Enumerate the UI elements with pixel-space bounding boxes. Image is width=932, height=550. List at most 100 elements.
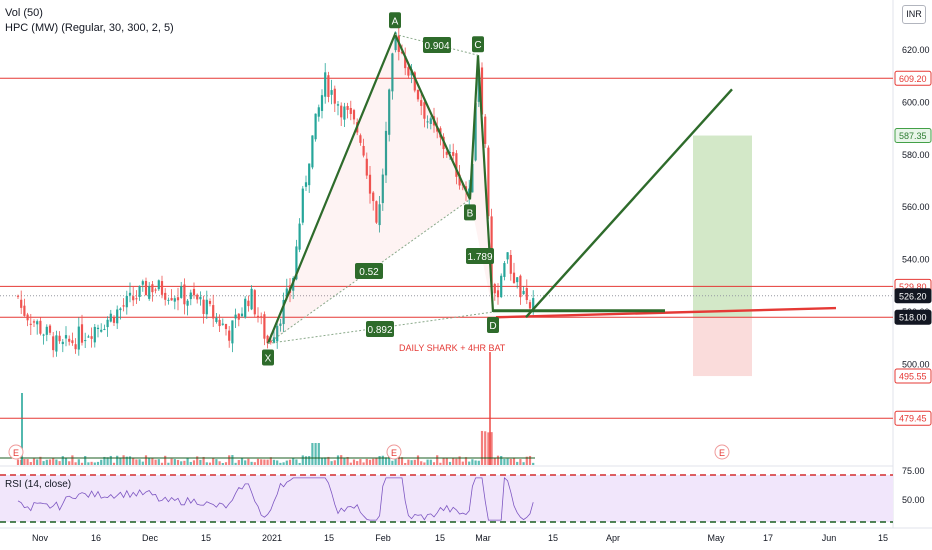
volume-bar — [125, 456, 128, 465]
candle-body — [119, 308, 122, 311]
volume-bar — [29, 462, 32, 465]
candle-body — [266, 335, 269, 344]
pattern-ratio-label: 0.892 — [367, 325, 392, 336]
candle-body — [260, 316, 263, 318]
volume-bar — [423, 462, 426, 465]
candle-body — [39, 320, 42, 334]
volume-bar — [112, 462, 116, 465]
candle-body — [36, 321, 39, 325]
volume-bar — [237, 460, 240, 465]
harmonic-pattern: X A B C D 0.904 0.52 1.789 0.892 DAILY SHARK + 4H… — [262, 12, 733, 366]
candle-body — [116, 309, 119, 324]
volume-bar — [192, 460, 196, 465]
volume-bar — [122, 455, 125, 465]
x-tick-label: Nov — [32, 533, 49, 543]
candle-body — [407, 67, 410, 76]
candle-body — [400, 51, 404, 54]
candle-body — [125, 295, 128, 308]
legend-indicator: HPC (MW) (Regular, 30, 300, 2, 5) — [5, 22, 174, 34]
candle-body — [141, 281, 144, 285]
volume-bar — [90, 461, 93, 465]
volume-bar — [176, 459, 180, 465]
volume-bar — [333, 460, 336, 465]
volume-bar — [128, 456, 132, 465]
volume-bar — [96, 461, 100, 465]
volume-bar — [391, 460, 394, 465]
volume-bar — [154, 459, 157, 465]
price-label-box — [894, 288, 932, 304]
earnings-marker-label: E — [13, 448, 19, 458]
volume-bar — [173, 459, 176, 465]
volume-bar — [170, 458, 173, 465]
volume-bar — [77, 459, 80, 465]
volume-bar — [39, 456, 42, 465]
volume-bar — [58, 461, 61, 465]
candle-body — [84, 340, 87, 342]
volume-bar — [506, 458, 509, 465]
candle-body — [106, 319, 109, 328]
volume-bar — [516, 461, 519, 465]
candle-body — [71, 340, 74, 344]
candle-body — [452, 152, 455, 156]
candle-body — [413, 72, 416, 91]
volume-bar — [288, 459, 292, 465]
candle-body — [525, 288, 528, 301]
candle-body — [148, 286, 151, 299]
candle-body — [330, 90, 333, 95]
candle-body — [237, 313, 240, 320]
candle-body — [468, 188, 471, 195]
volume-bar — [394, 456, 397, 465]
volume-bar — [365, 458, 368, 465]
pattern-point-label: D — [489, 321, 496, 332]
volume-bar — [282, 462, 285, 465]
volume-bar — [84, 456, 87, 465]
x-tick-label: May — [707, 533, 725, 543]
volume-bar — [452, 458, 455, 465]
volume-bar — [100, 459, 103, 465]
candle-body — [343, 106, 346, 120]
candle-body — [282, 299, 285, 325]
y-tick-label: 540.00 — [902, 255, 930, 265]
volume-bar — [144, 455, 148, 465]
pattern-point-box — [262, 349, 274, 366]
volume-bar — [375, 457, 378, 465]
volume-bar — [167, 462, 170, 465]
candle-body — [176, 297, 180, 301]
volume-bar — [244, 460, 247, 465]
candle-body — [532, 298, 535, 312]
earnings-marker — [8, 444, 24, 460]
volume-bar — [80, 462, 84, 465]
volume-bar — [359, 459, 362, 465]
volume-bar — [432, 462, 436, 465]
pattern-ratio-box — [355, 263, 383, 279]
price-label-box — [894, 70, 932, 86]
pattern-ratio-label: 1.789 — [467, 252, 492, 263]
candle-body — [272, 337, 276, 343]
candle-body — [471, 163, 474, 193]
volume-bar — [413, 459, 416, 465]
pattern-ratio-label: 0.52 — [359, 267, 379, 278]
candle-body — [484, 116, 487, 144]
candle-body — [55, 335, 58, 352]
price-label-box — [894, 128, 932, 144]
rsi-level-label: 50.00 — [902, 495, 925, 505]
currency-button[interactable]: INR — [902, 5, 926, 24]
volume-bar — [471, 459, 474, 465]
volume-bar — [279, 462, 282, 465]
volume-bar — [119, 457, 122, 465]
volume-bar — [500, 456, 503, 465]
volume-bar — [48, 459, 52, 465]
volume-bar — [301, 455, 304, 465]
volume-bar — [356, 461, 359, 465]
pattern-point-label: C — [474, 40, 481, 51]
candle-body — [429, 118, 432, 124]
price-label: 609.20 — [899, 74, 927, 84]
candle-body — [359, 135, 362, 143]
candle-body — [349, 107, 352, 114]
candle-body — [285, 288, 288, 298]
pattern-point-label: B — [467, 208, 474, 219]
candle-body — [77, 326, 80, 350]
volume-bar — [215, 459, 218, 465]
y-tick-label: 600.00 — [902, 97, 930, 107]
